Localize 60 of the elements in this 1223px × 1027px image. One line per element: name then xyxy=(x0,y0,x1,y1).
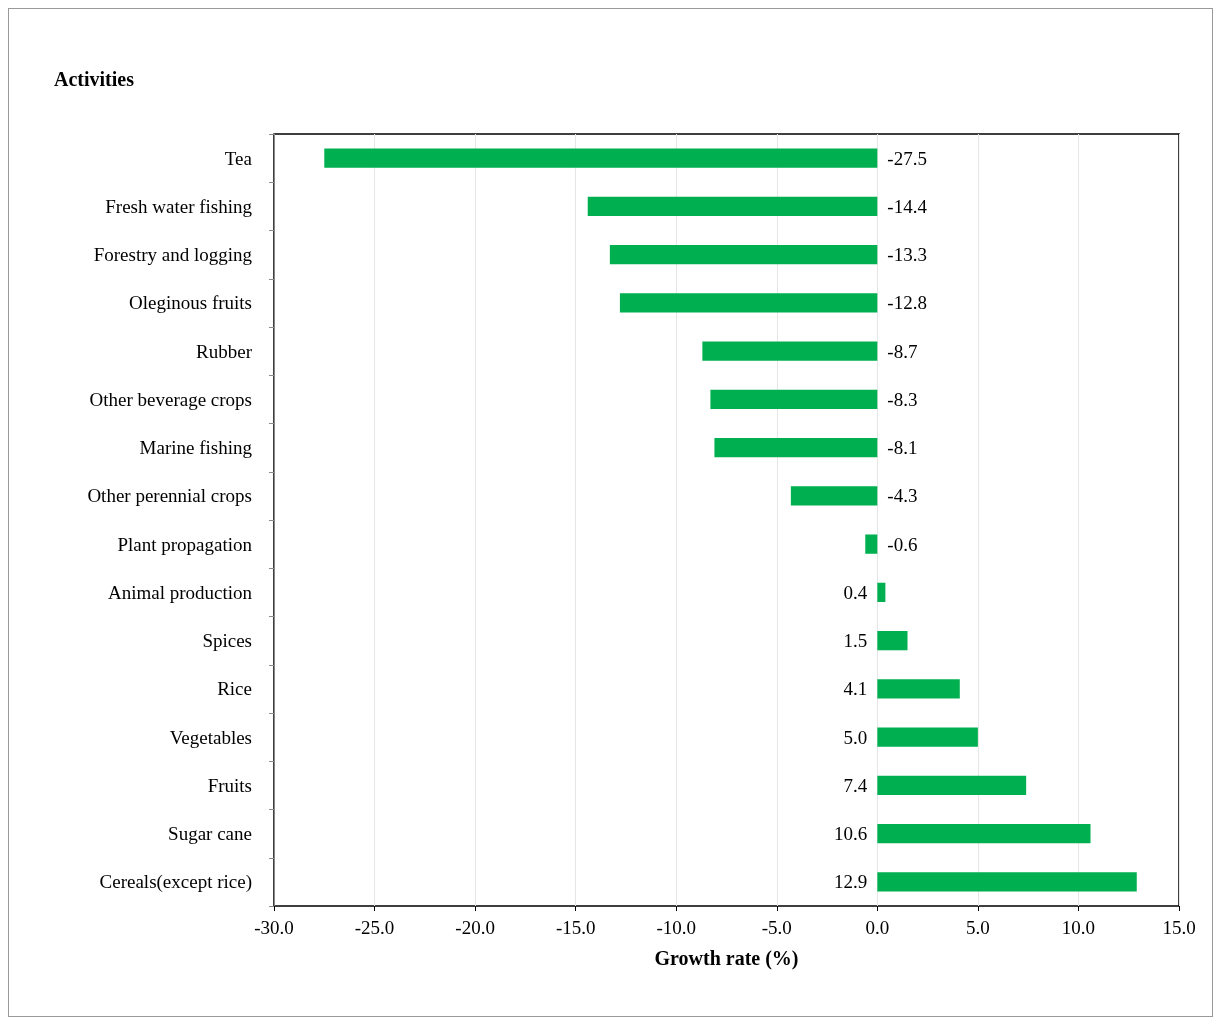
bar xyxy=(877,727,978,747)
y-tick-label: Forestry and logging xyxy=(93,244,253,266)
x-axis-title: Growth rate (%) xyxy=(654,947,799,970)
bar xyxy=(702,341,878,361)
bar xyxy=(877,582,886,603)
x-tick-label: -10.0 xyxy=(656,917,697,938)
bar xyxy=(609,244,878,265)
x-tick-label: -30.0 xyxy=(254,917,294,938)
data-label: -0.6 xyxy=(887,533,918,555)
data-label: -27.5 xyxy=(887,147,927,169)
x-tick-label: -25.0 xyxy=(354,917,395,938)
bar xyxy=(790,486,878,506)
y-tick-label: Animal production xyxy=(107,581,253,603)
y-tick-label: Fresh water fishing xyxy=(105,195,253,217)
bar xyxy=(877,630,908,651)
data-label: 10.6 xyxy=(834,823,868,845)
y-tick-label: Rice xyxy=(217,678,252,700)
data-label: -4.3 xyxy=(887,485,918,507)
bar xyxy=(877,872,1137,892)
y-tick-label: Cereals(except rice) xyxy=(99,871,252,894)
bar xyxy=(877,823,1091,844)
x-tick-label: 15.0 xyxy=(1162,917,1196,938)
bar xyxy=(865,534,878,554)
y-tick-label: Spices xyxy=(202,630,252,652)
y-tick-label: Vegetables xyxy=(169,726,252,748)
y-tick-label: Rubber xyxy=(196,340,253,362)
bar xyxy=(324,148,878,168)
data-label: -12.8 xyxy=(887,292,927,314)
x-tick-label: -5.0 xyxy=(761,917,792,938)
data-label: 7.4 xyxy=(843,774,868,796)
x-tick-label: -20.0 xyxy=(455,917,495,938)
data-label: 4.1 xyxy=(843,678,868,700)
data-label: -13.3 xyxy=(887,244,927,266)
data-label: 1.5 xyxy=(843,630,868,652)
y-tick-label: Plant propagation xyxy=(117,533,253,555)
data-label: -8.1 xyxy=(887,437,918,459)
y-tick-label: Other beverage crops xyxy=(89,388,252,410)
x-tick-label: 5.0 xyxy=(966,917,990,938)
bar xyxy=(619,293,878,313)
y-tick-label: Marine fishing xyxy=(139,437,253,459)
y-axis-title: Activities xyxy=(54,68,135,90)
bar xyxy=(587,196,878,217)
y-tick-label: Fruits xyxy=(207,774,252,796)
y-tick-label: Oleginous fruits xyxy=(129,292,252,314)
y-tick-label: Sugar cane xyxy=(168,823,252,845)
y-tick-label: Tea xyxy=(224,147,253,169)
x-tick-label: -15.0 xyxy=(555,917,596,938)
data-label: -14.4 xyxy=(887,195,928,217)
data-label: -8.7 xyxy=(887,340,918,362)
bar xyxy=(714,437,878,458)
data-label: 12.9 xyxy=(834,871,868,893)
bar xyxy=(710,389,878,410)
data-label: 5.0 xyxy=(843,726,868,748)
x-tick-label: 10.0 xyxy=(1061,917,1096,938)
x-tick-label: 0.0 xyxy=(865,917,890,938)
bar xyxy=(877,775,1027,796)
bar xyxy=(877,679,960,699)
data-label: 0.4 xyxy=(843,581,868,603)
data-label: -8.3 xyxy=(887,388,918,410)
y-tick-label: Other perennial crops xyxy=(87,485,252,507)
